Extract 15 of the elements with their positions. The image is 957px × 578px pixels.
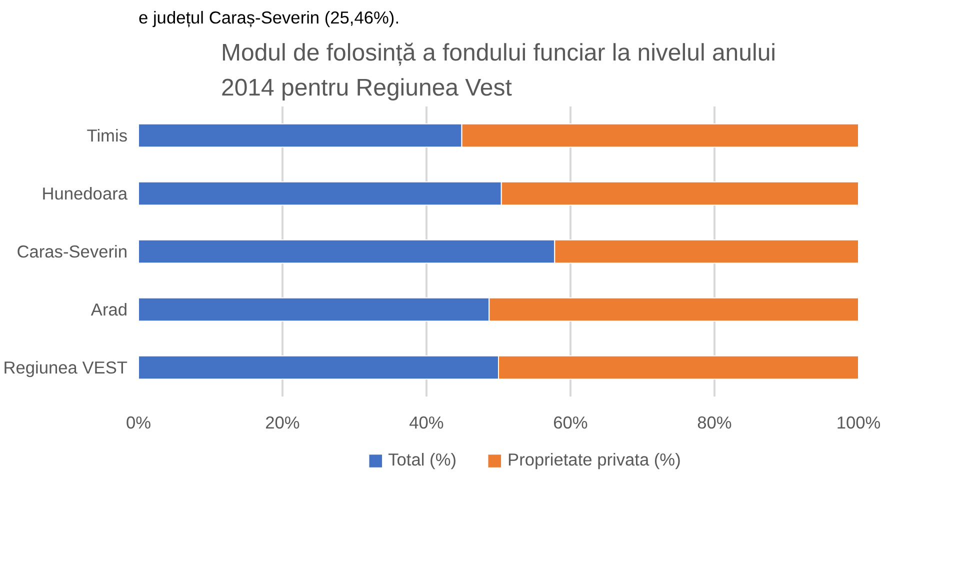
x-tick-label: 100% [836, 412, 881, 432]
x-tick-label: 40% [409, 412, 444, 432]
x-tick-label: 80% [697, 412, 732, 432]
y-tick-label: Arad [90, 300, 128, 320]
y-tick-label: Regiunea VEST [3, 358, 128, 378]
y-tick-label: Timis [86, 126, 128, 146]
x-tick-label: 20% [265, 412, 300, 432]
x-tick-label: 0% [126, 412, 152, 432]
legend-label: Total (%) [388, 450, 457, 470]
legend-label: Proprietate privata (%) [508, 450, 681, 470]
x-tick-label: 60% [553, 412, 588, 432]
text: e județul Caraș-Severin (25,46%). [138, 8, 400, 28]
y-tick-label: Hunedoara [42, 184, 128, 204]
chart-title: Modul de folosință a fondului funciar la nivelul anului 2014 pentru Regiunea Vest [220, 39, 776, 102]
y-tick-label: Caras-Severin [16, 242, 128, 262]
